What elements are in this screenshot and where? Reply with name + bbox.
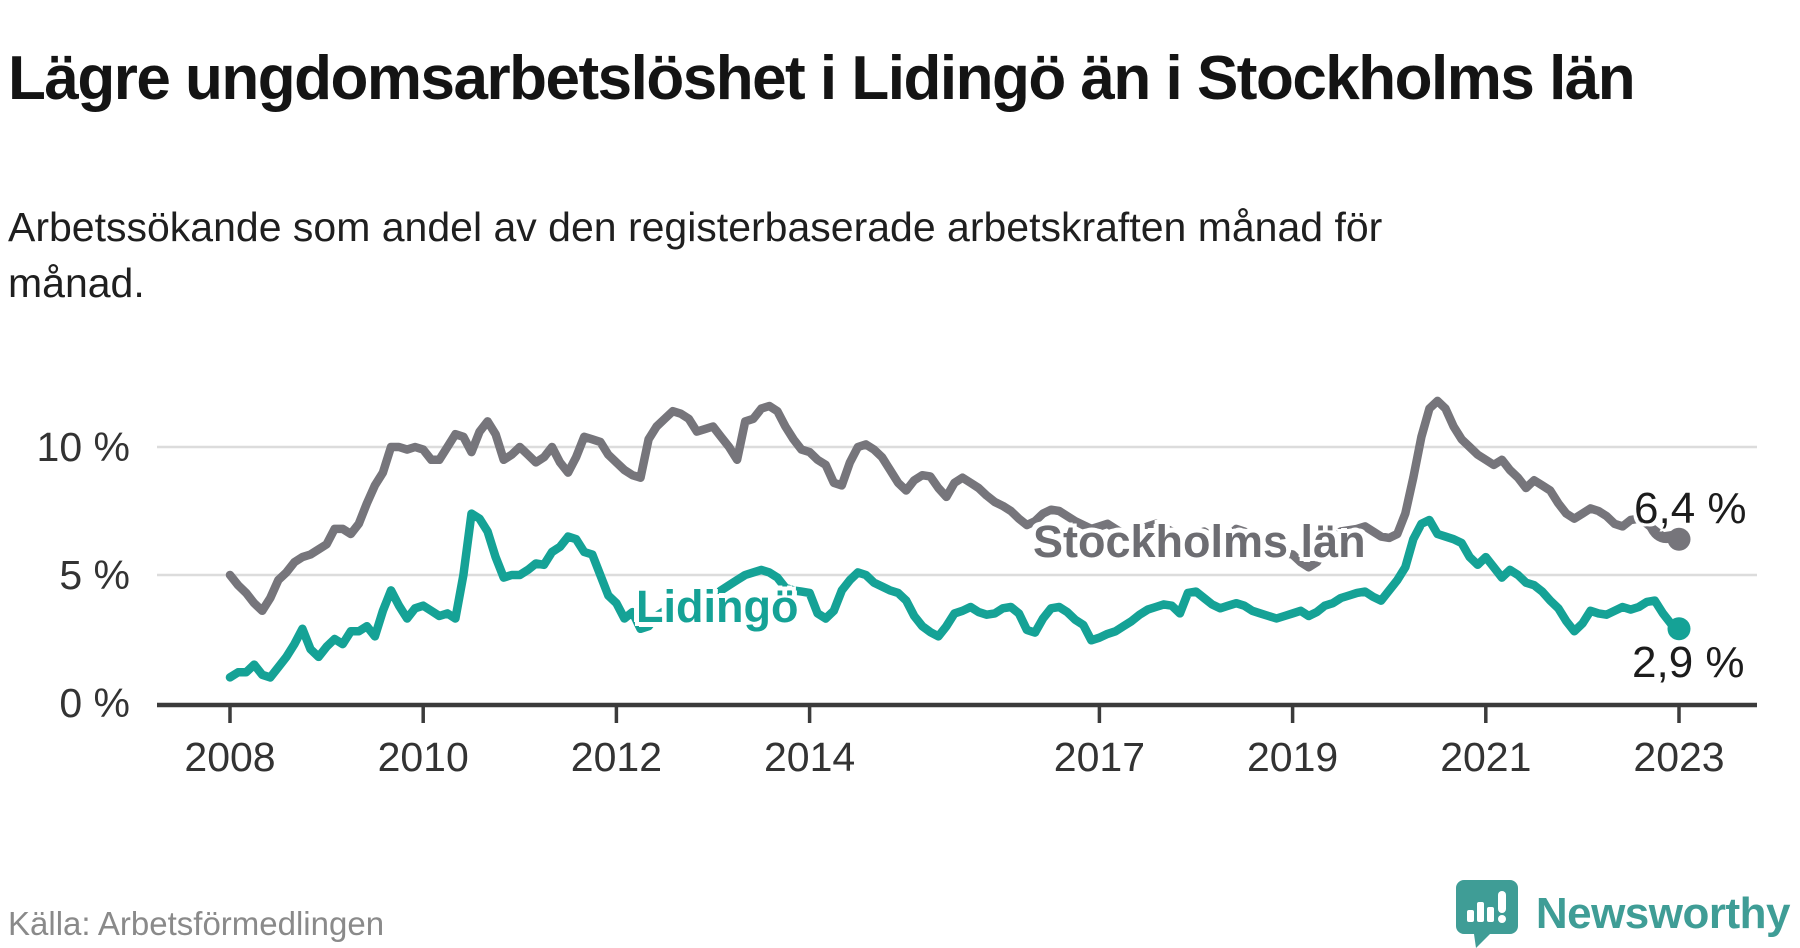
leader-curve-end-label [1644,520,1671,544]
series-line-stockholms-lan [225,396,1684,616]
series-label-stockholms-lan: Stockholms län [1033,516,1366,567]
x-tick-label-2014: 2014 [764,734,855,780]
x-tick-label-2008: 2008 [184,734,275,780]
newsworthy-logo-icon [1455,880,1518,948]
chart-subtitle: Arbetssökande som andel av den registerb… [8,204,1383,306]
y-tick-label-5: 5 % [59,552,130,598]
x-tick-label-2012: 2012 [571,734,662,780]
x-tick-label-2017: 2017 [1054,734,1145,780]
y-tick-label-0: 0 % [59,680,130,726]
series-end-dots [1667,527,1691,641]
x-tick-label-2023: 2023 [1633,734,1724,780]
x-tick-label-2010: 2010 [378,734,469,780]
source-credit: Källa: Arbetsförmedlingen [8,905,385,942]
series-label-lidingo: Lidingö [636,581,799,632]
end-value-label-lidingo: 2,9 % [1632,638,1745,687]
x-tick-label-2019: 2019 [1247,734,1338,780]
x-axis [157,702,1757,723]
page-title: Lägre ungdomsarbetslöshet i Lidingö än i… [8,43,1636,113]
end-value-label-stockholms-lan: 6,4 % [1634,484,1747,533]
axis-tick-labels: 2008 2010 2012 2014 2017 2019 2021 2023 0 % 5 % 10… [37,424,1725,780]
x-tick-label-2021: 2021 [1440,734,1531,780]
gridlines [157,445,1757,577]
newsworthy-wordmark: Newsworthy [1535,889,1791,938]
end-dot-lidingo [1667,617,1691,641]
series-line-lidingo [225,509,1684,682]
end-dot-stockholms-lan [1667,527,1691,551]
newsworthy-branding: Newsworthy [1455,880,1791,948]
y-tick-label-10: 10 % [37,424,130,470]
